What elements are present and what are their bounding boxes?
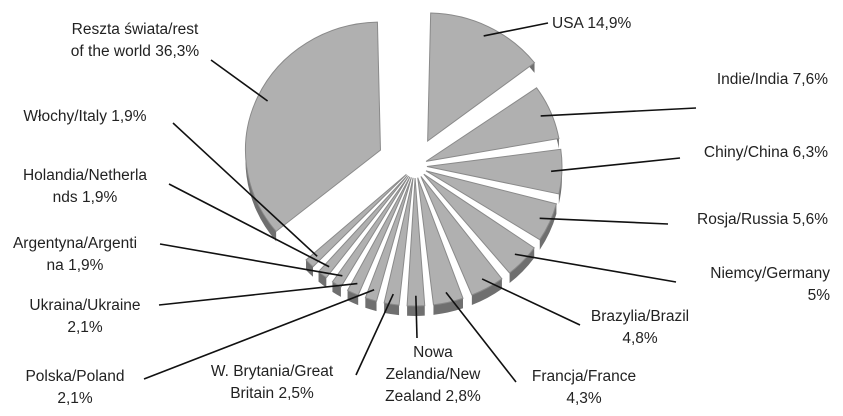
leader-line-4 xyxy=(539,217,669,225)
pie-slice-1 xyxy=(427,12,536,143)
data-labels: USA 14,9% Indie/India 7,6% Chiny/China 6,3… xyxy=(13,15,830,407)
data-label-line: 4,8% xyxy=(622,330,658,347)
leader-line-11 xyxy=(158,282,358,306)
data-label-line: Polska/Poland xyxy=(25,368,124,385)
data-label-line: 2,1% xyxy=(57,390,93,407)
data-label-line: Rosja/Russia 5,6% xyxy=(697,211,828,228)
data-label-line: Argentyna/Argenti xyxy=(13,235,137,252)
slice-side-13 xyxy=(318,271,327,288)
data-label-line: Chiny/China 6,3% xyxy=(704,144,828,161)
data-label-1: USA 14,9% xyxy=(552,15,631,32)
data-label-line: Holandia/Netherla xyxy=(23,167,147,184)
data-label-line: Ukraina/Ukraine xyxy=(29,297,140,314)
leader-lines xyxy=(143,22,697,383)
slice-side-14 xyxy=(306,259,313,277)
data-label-15: Reszta świata/rest of the world 36,3% xyxy=(71,21,200,60)
data-label-6: Brazylia/Brazil 4,8% xyxy=(591,308,689,347)
pie-slice-5 xyxy=(423,173,535,274)
data-label-line: Indie/India 7,6% xyxy=(717,71,828,88)
slice-side-7 xyxy=(433,298,463,315)
leader-line-8 xyxy=(415,295,418,339)
leader-line-1 xyxy=(483,22,549,37)
data-label-line: Francja/France xyxy=(532,368,636,385)
pie-slice-12 xyxy=(331,175,410,288)
leader-line-15 xyxy=(210,59,269,102)
data-label-14: Włochy/Italy 1,9% xyxy=(23,108,146,125)
data-label-line: Nowa xyxy=(413,344,453,361)
leader-line-13 xyxy=(168,183,330,268)
data-label-13: Holandia/Netherla nds 1,9% xyxy=(23,167,147,206)
pie-slice-9 xyxy=(383,177,414,306)
pie-slice-6 xyxy=(420,176,503,296)
slice-tops xyxy=(244,12,563,307)
data-label-line: nds 1,9% xyxy=(53,189,118,206)
slice-side-10 xyxy=(365,297,377,312)
data-label-line: Niemcy/Germany xyxy=(710,265,830,282)
data-label-line: W. Brytania/Great xyxy=(211,363,334,380)
data-label-line: Reszta świata/rest xyxy=(72,21,199,38)
data-label-8: Nowa Zelandia/New Zealand 2,8% xyxy=(385,344,481,405)
data-label-line: 2,1% xyxy=(67,319,103,336)
pie-slice-2 xyxy=(425,87,560,162)
pie-slice-14 xyxy=(305,173,407,268)
pie-slice-7 xyxy=(417,177,464,306)
leader-line-6 xyxy=(481,278,581,326)
data-label-line: USA 14,9% xyxy=(552,15,631,32)
leader-line-5 xyxy=(514,253,677,283)
leader-line-2 xyxy=(540,107,697,117)
data-label-line: Britain 2,5% xyxy=(230,385,314,402)
slice-side-3 xyxy=(558,149,562,204)
data-label-5: Niemcy/Germany 5% xyxy=(710,265,830,304)
data-label-7: Francja/France 4,3% xyxy=(532,368,636,407)
leader-line-12 xyxy=(159,243,343,277)
data-label-line: Włochy/Italy 1,9% xyxy=(23,108,146,125)
data-label-line: Brazylia/Brazil xyxy=(591,308,689,325)
data-label-2: Indie/India 7,6% xyxy=(717,71,828,88)
data-label-line: 4,3% xyxy=(566,390,602,407)
leader-line-3 xyxy=(551,157,681,173)
leader-line-14 xyxy=(172,122,318,257)
data-label-4: Rosja/Russia 5,6% xyxy=(697,211,828,228)
data-label-line: 5% xyxy=(808,287,831,304)
leader-line-9 xyxy=(355,293,394,376)
data-label-12: Argentyna/Argenti na 1,9% xyxy=(13,235,137,274)
data-label-line: Zealand 2,8% xyxy=(385,388,481,405)
data-label-line: Zelandia/New xyxy=(386,366,482,383)
slice-side-4 xyxy=(539,203,557,250)
data-label-9: W. Brytania/Great Britain 2,5% xyxy=(211,363,334,402)
data-label-line: na 1,9% xyxy=(47,257,104,274)
pie-slice-15 xyxy=(244,21,381,233)
data-label-11: Ukraina/Ukraine 2,1% xyxy=(29,297,140,336)
data-label-3: Chiny/China 6,3% xyxy=(704,144,828,161)
leader-line-10 xyxy=(143,289,375,380)
pie-slice-10 xyxy=(364,177,412,302)
data-label-10: Polska/Poland 2,1% xyxy=(25,368,124,407)
pie-slice-3 xyxy=(426,148,563,195)
data-label-line: of the world 36,3% xyxy=(71,43,200,60)
leader-line-7 xyxy=(445,291,517,383)
pie-slice-4 xyxy=(425,170,558,241)
